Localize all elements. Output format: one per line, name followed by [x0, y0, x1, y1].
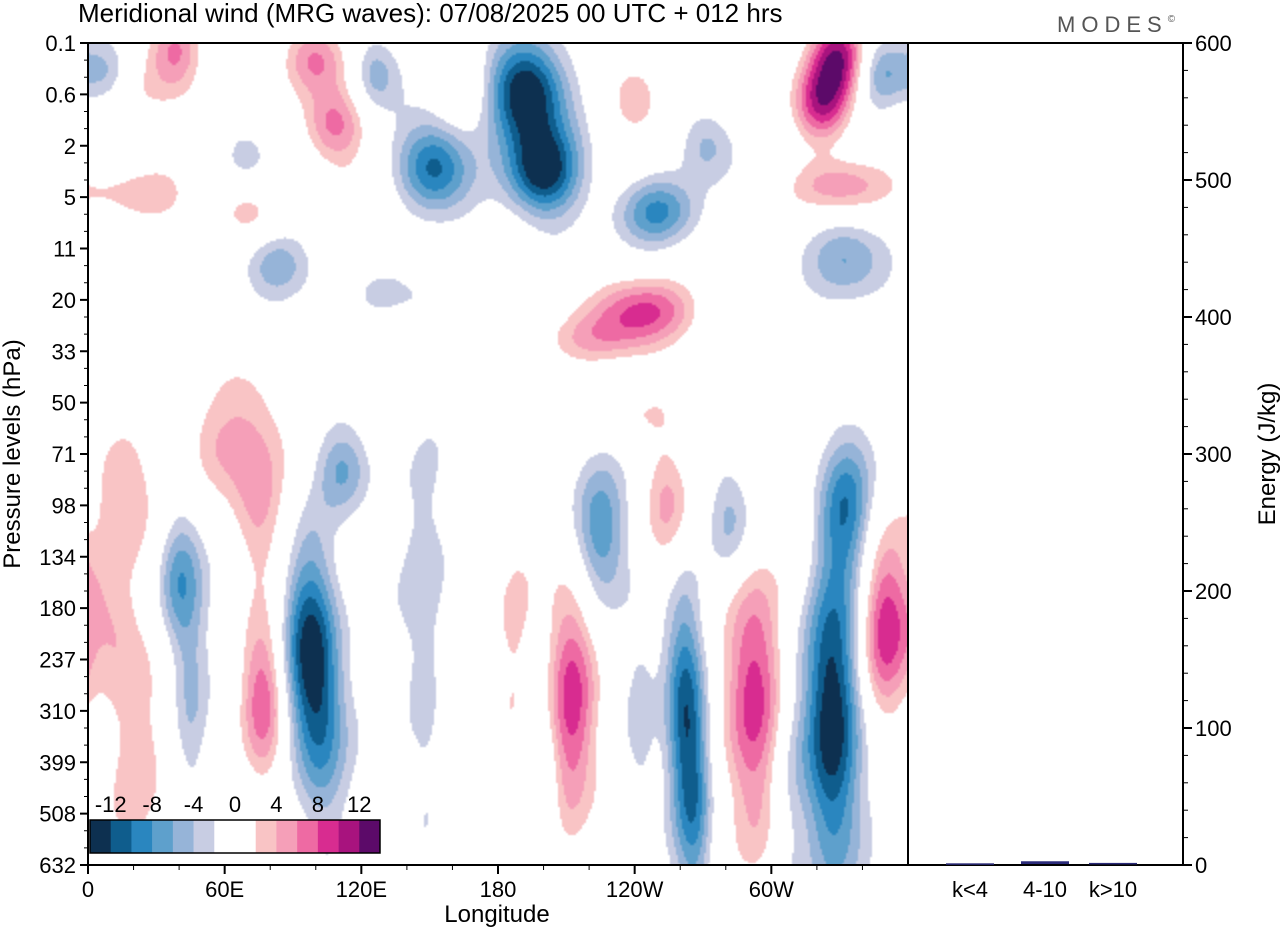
colorbar-swatch [338, 820, 360, 853]
y-tick-label: 508 [39, 802, 76, 827]
energy-axis: 0 100 200 300 400 500 600 [1183, 31, 1232, 878]
y-tick-label: 180 [39, 596, 76, 621]
energy-tick-label: 100 [1195, 716, 1232, 741]
energy-tick-label: 200 [1195, 579, 1232, 604]
colorbar-swatch [131, 820, 153, 853]
y-tick-label: 33 [52, 339, 76, 364]
energy-tick-label: 600 [1195, 31, 1232, 56]
colorbar-swatch [317, 820, 339, 853]
y-tick-label: 98 [52, 493, 76, 518]
x-tick-label: 60E [205, 877, 244, 902]
modes-logo: MODES© [1057, 12, 1176, 37]
x-tick-label: 120E [336, 877, 387, 902]
colorbar-swatch [214, 820, 236, 853]
y-tick-label: 50 [52, 391, 76, 416]
colorbar-label: -8 [142, 792, 162, 817]
colorbar-swatch [297, 820, 319, 853]
colorbar-label: 4 [270, 792, 282, 817]
colorbar-swatch [110, 820, 132, 853]
y-tick-label: 0.1 [45, 31, 76, 56]
energy-categories: k<4 4-10 k>10 [952, 877, 1137, 902]
x-tick-label: 180 [480, 877, 517, 902]
colorbar-swatch [90, 820, 112, 853]
energy-axis-label: Energy (J/kg) [1254, 383, 1280, 526]
colorbar-swatch [152, 820, 174, 853]
x-tick-label: 0 [82, 877, 94, 902]
x-tick-label: 120W [606, 877, 664, 902]
colorbar-swatch [359, 820, 381, 853]
energy-panel: 0 100 200 300 400 500 600 k<4 4-10 k>10 [907, 31, 1232, 902]
colorbar-label: -4 [184, 792, 204, 817]
colorbar: -12 -8 -4 0 4 8 12 [89, 792, 381, 854]
colorbar-swatch [235, 820, 257, 853]
energy-tick-label: 500 [1195, 168, 1232, 193]
colorbar-swatch [276, 820, 298, 853]
heatmap-panel: 0.1 0.6 2 5 11 20 33 50 71 98 134 180 237 310 399 508 63… [39, 31, 909, 902]
energy-category-label: 4-10 [1023, 877, 1067, 902]
y-tick-label: 632 [39, 853, 76, 878]
x-tick-label: 60W [749, 877, 794, 902]
y-tick-label: 20 [52, 288, 76, 313]
colorbar-swatch [172, 820, 194, 853]
colorbar-swatch [193, 820, 215, 853]
colorbar-swatch [255, 820, 277, 853]
energy-tick-label: 400 [1195, 305, 1232, 330]
energy-tick-label: 300 [1195, 442, 1232, 467]
colorbar-label: 0 [229, 792, 241, 817]
chart-title: Meridional wind (MRG waves): 07/08/2025 … [78, 0, 783, 28]
y-tick-label: 134 [39, 545, 76, 570]
y-tick-label: 71 [52, 442, 76, 467]
y-tick-label: 2 [64, 134, 76, 159]
y-tick-label: 0.6 [45, 82, 76, 107]
energy-bar [1021, 861, 1069, 864]
y-tick-label: 5 [64, 185, 76, 210]
energy-frame [907, 42, 1184, 866]
energy-category-label: k>10 [1089, 877, 1137, 902]
x-axis-label: Longitude [444, 901, 549, 928]
y-axis-label: Pressure levels (hPa) [0, 339, 26, 568]
y-tick-label: 11 [53, 237, 76, 262]
colorbar-label: -12 [95, 792, 127, 817]
y-tick-label: 310 [39, 699, 76, 724]
colorbar-label: 12 [347, 792, 371, 817]
energy-tick-label: 0 [1195, 853, 1207, 878]
y-tick-label: 237 [39, 648, 76, 673]
pressure-axis: 0.1 0.6 2 5 11 20 33 50 71 98 134 180 237 310 399 508 63… [39, 31, 88, 878]
energy-category-label: k<4 [952, 877, 988, 902]
heatmap-field [88, 43, 908, 865]
longitude-axis: 0 60E 120E 180 120W 60W [82, 865, 863, 902]
energy-bar [1089, 862, 1137, 865]
y-tick-label: 399 [39, 750, 76, 775]
colorbar-label: 8 [312, 792, 324, 817]
energy-bars [946, 861, 1137, 865]
energy-bar [946, 863, 994, 865]
colorbar-frame [89, 819, 381, 854]
